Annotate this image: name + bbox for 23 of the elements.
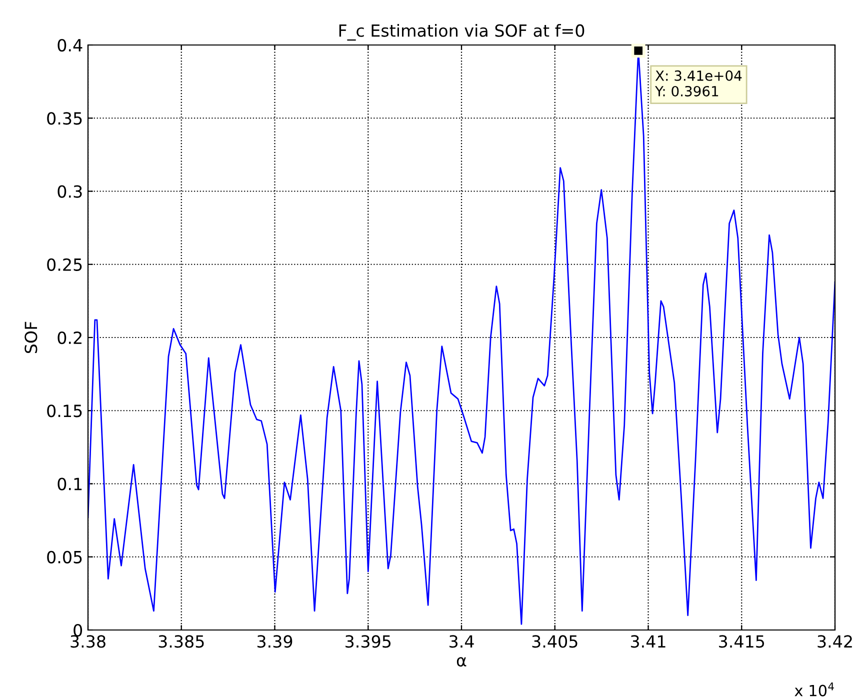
x-tick-label: 3.405 — [532, 635, 578, 648]
y-tick-label: 0.25 — [47, 258, 82, 271]
y-tick-label: 0.15 — [47, 404, 82, 418]
x-tick-label: 3.41 — [630, 635, 666, 648]
y-tick-label: 0 — [74, 624, 82, 637]
text: x 10$^{4}$ — [794, 682, 834, 696]
x-tick-label: 3.38 — [70, 635, 106, 648]
y-tick-label: 0.3 — [58, 185, 82, 198]
y-tick-label: 0.4 — [58, 38, 82, 52]
y-tick-label: 0.05 — [47, 550, 82, 564]
y-tick-label: 0.2 — [58, 331, 82, 344]
x-tick-label: 3.415 — [719, 635, 764, 648]
x-axis-title: α — [456, 657, 466, 667]
x-tick-label: 3.42 — [818, 635, 852, 648]
x-tick-label: 3.395 — [346, 635, 391, 648]
x-tick-label: 3.385 — [158, 635, 204, 648]
y-axis-title: SOF — [24, 322, 38, 354]
y-tick-label: 0.1 — [58, 478, 82, 490]
x-tick-label: 3.4 — [450, 635, 474, 648]
annotation: X: 3.41e+04 Y: 0.3961 — [654, 70, 742, 96]
x-tick-label: 3.39 — [257, 635, 292, 648]
y-tick-label: 0.35 — [47, 112, 82, 125]
chart-title: F_c Estimation via SOF at f=0 — [339, 24, 584, 41]
